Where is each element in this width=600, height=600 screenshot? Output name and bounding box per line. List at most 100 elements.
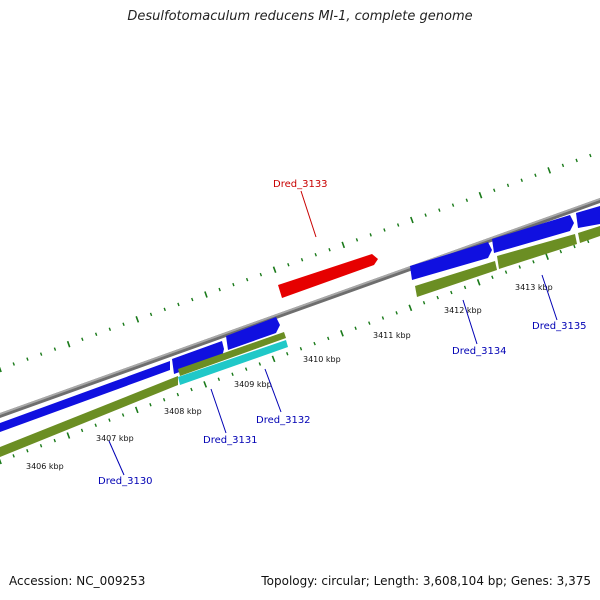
outer-ruler-tick (218, 287, 221, 292)
inner-ruler-tick (217, 377, 221, 382)
rna-track-dred-3131[interactable] (178, 340, 288, 385)
inner-ruler-tick (12, 454, 15, 458)
inner-ruler-tick (26, 449, 29, 453)
inner-ruler-tick (532, 260, 535, 264)
gene-label-leaders (108, 190, 558, 476)
inner-ruler-tick (271, 355, 276, 363)
outer-ruler-tick (191, 297, 194, 302)
gene-track-dred-3130[interactable] (0, 376, 178, 457)
gene-label-dred-3131[interactable]: Dred_3131 (203, 435, 258, 446)
inner-ruler-tick (408, 304, 413, 312)
outer-ruler-tick (12, 362, 15, 366)
inner-ruler-tick (149, 403, 152, 407)
outer-ruler-tick (300, 258, 304, 262)
inner-ruler-tick (162, 397, 166, 402)
outer-ruler-tick (520, 178, 523, 183)
kbp-label-3412: 3412 kbp (444, 306, 482, 315)
outer-ruler-tick (204, 291, 208, 298)
inner-ruler-tick (286, 352, 289, 356)
inner-ruler-tick (108, 418, 111, 422)
inner-ruler-tick (80, 428, 84, 433)
outer-ruler-tick (122, 322, 125, 327)
gene-track-dred-3132[interactable] (178, 332, 286, 376)
outer-ruler-tick (328, 248, 331, 252)
outer-ruler-tick (39, 352, 43, 356)
outer-ruler-tick (534, 173, 537, 178)
inner-ruler-tick (381, 316, 385, 320)
outer-ruler-tick (53, 347, 57, 351)
outer-ruler-tick (396, 223, 400, 227)
outer-ruler-tick (506, 183, 510, 188)
gene-label-dred-3132[interactable]: Dred_3132 (256, 415, 311, 426)
kbp-label-3407: 3407 kbp (96, 434, 134, 443)
outer-ruler-tick (108, 327, 112, 332)
inner-ruler-tick (395, 311, 398, 315)
inner-ruler-tick (504, 270, 508, 274)
inner-ruler-tick (491, 275, 494, 279)
kbp-label-3413: 3413 kbp (515, 283, 553, 292)
inner-ruler-tick (0, 458, 2, 465)
accession-text: Accession: NC_009253 (9, 574, 146, 588)
inner-ruler-tick (176, 392, 180, 397)
kbp-label-3406: 3406 kbp (26, 462, 64, 471)
inner-ruler-tick (368, 321, 371, 325)
inner-ruler-tick (121, 413, 125, 417)
outer-ruler-tick (66, 340, 71, 348)
inner-ruler-tick (244, 367, 248, 371)
outer-ruler-tick (135, 316, 140, 323)
inner-ruler-tick (134, 406, 139, 414)
inner-ruler-tick (299, 346, 303, 351)
highlighted-gene-dred-3133[interactable] (278, 254, 378, 298)
gene-label-dred-3133[interactable]: Dred_3133 (273, 179, 328, 190)
inner-ruler-tick (66, 432, 71, 439)
inner-ruler-tick (518, 265, 521, 269)
gene-label-dred-3130[interactable]: Dred_3130 (98, 476, 153, 487)
inner-ruler-tick (94, 423, 97, 428)
genome-summary-text: Topology: circular; Length: 3,608,104 bp… (261, 574, 591, 588)
cds-arrow-dred-3130[interactable] (0, 341, 224, 432)
cds-arrow-dred-3132[interactable] (226, 317, 280, 350)
inner-ruler-tick (340, 330, 344, 337)
inner-ruler-tick (258, 362, 262, 366)
inner-ruler-tick (422, 300, 426, 305)
outer-ruler-tick (272, 266, 277, 273)
outer-ruler-tick (94, 332, 98, 336)
outer-ruler-tick (547, 167, 552, 174)
outer-ruler-tick (451, 203, 455, 207)
outer-ruler-tick (424, 213, 427, 217)
gene-labels: Dred_3130 Dred_3131 Dred_3132 Dred_3133 … (98, 179, 587, 487)
outer-ruler-tick (589, 153, 592, 158)
outer-ruler-tick (149, 312, 153, 317)
outer-ruler-tick (259, 272, 263, 277)
outer-ruler-tick (478, 191, 483, 199)
gene-label-dred-3134[interactable]: Dred_3134 (452, 346, 507, 357)
inner-ruler-tick (559, 249, 563, 254)
outer-ruler-tick (245, 277, 249, 282)
outer-ruler-tick (369, 233, 372, 237)
inner-ruler-tick (476, 279, 481, 286)
inner-ruler-tick (231, 372, 234, 376)
kbp-scale-labels: 3406 kbp 3407 kbp 3408 kbp 3409 kbp 3410… (26, 283, 553, 471)
gene-label-dred-3135[interactable]: Dred_3135 (532, 321, 587, 332)
outer-ruler-tick (383, 228, 386, 232)
outer-ruler-tick (493, 188, 496, 192)
outer-ruler-tick (232, 282, 235, 287)
inner-ruler-tick (450, 290, 453, 295)
kbp-label-3410: 3410 kbp (303, 355, 341, 364)
outer-ruler-tick (561, 163, 565, 168)
inner-ruler-tick (573, 244, 576, 249)
outer-ruler-tick (177, 302, 180, 307)
gene-track-dred-3134[interactable] (415, 226, 600, 297)
inner-ruler-tick (586, 239, 590, 244)
inner-ruler-tick (436, 295, 439, 300)
inner-ruler-tick (354, 326, 357, 330)
outer-ruler-tick (81, 337, 84, 341)
inner-ruler-tick (545, 253, 549, 260)
outer-ruler-tick (341, 241, 346, 249)
cds-arrow-dred-3134[interactable] (410, 206, 600, 280)
genome-title: Desulfotomaculum reducens MI-1, complete… (127, 9, 473, 24)
outer-ruler-tick (287, 262, 290, 267)
kbp-label-3408: 3408 kbp (164, 407, 202, 416)
